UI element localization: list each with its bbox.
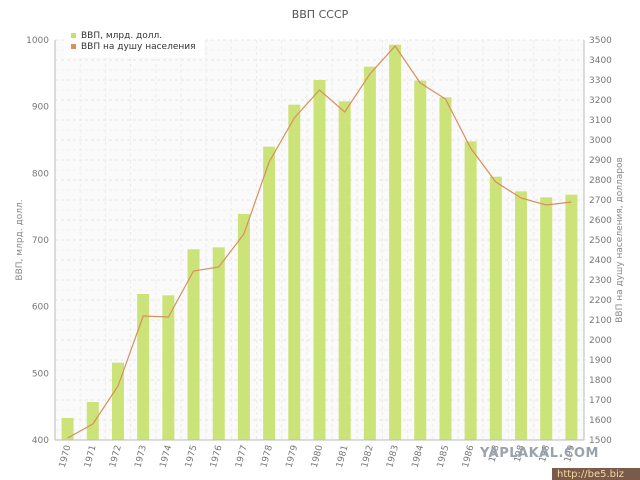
left-tick-label: 700 — [32, 236, 49, 246]
x-tick-label: 1977 — [234, 444, 250, 469]
x-tick-label: 1974 — [159, 444, 175, 469]
bar-1983 — [389, 44, 402, 441]
right-tick-label: 2100 — [589, 316, 612, 326]
line-series — [67, 45, 572, 439]
bar-1974 — [162, 295, 175, 440]
watermark-yaplakal-text: YAPLAKAL.COM — [479, 446, 599, 461]
legend-swatch-gdp-per-capita — [71, 44, 76, 49]
x-tick-label: 1973 — [133, 444, 149, 469]
legend: ВВП, млрд. долл. ВВП на душу населения — [64, 27, 204, 57]
right-tick-label: 2900 — [589, 156, 612, 166]
right-tick-label: 1800 — [589, 376, 612, 386]
watermark-be5: http://be5.biz — [552, 468, 640, 480]
right-tick-label: 1600 — [589, 416, 612, 426]
x-tick-label: 199 — [563, 444, 577, 463]
x-tick-label: 1970 — [58, 444, 74, 469]
left-axis-label: ВВП, млрд. долл. — [15, 199, 25, 280]
watermark-be5-text: http://be5.biz — [557, 469, 624, 480]
bar-1986 — [464, 141, 477, 441]
bar-1984 — [414, 80, 427, 441]
left-tick-label: 500 — [32, 369, 49, 379]
bar-1971 — [86, 402, 99, 440]
right-tick-label: 1900 — [589, 356, 612, 366]
x-tick-label: 1983 — [385, 444, 401, 469]
right-tick-label: 2500 — [589, 236, 612, 246]
right-tick-label: 3200 — [589, 96, 612, 106]
left-tick-label: 900 — [32, 103, 49, 113]
x-tick-label: 1985 — [436, 444, 452, 469]
right-axis-label: ВВП на душу населения, долларов — [615, 157, 625, 323]
x-tick-label: 198 — [488, 444, 502, 463]
right-tick-label: 1700 — [589, 396, 612, 406]
bar-1975 — [187, 249, 200, 440]
per-capita-line — [67, 45, 572, 439]
right-tick-label: 3500 — [589, 36, 612, 46]
right-tick-label: 2300 — [589, 276, 612, 286]
x-tick-label: 1986 — [461, 444, 477, 469]
bar-1988 — [515, 191, 528, 440]
bar-1980 — [313, 80, 326, 440]
x-tick-label: 1972 — [108, 444, 124, 469]
right-tick-label: 3100 — [589, 116, 612, 126]
right-tick-label: 2700 — [589, 196, 612, 206]
x-tick-label: 1971 — [83, 444, 99, 469]
bar-1970 — [61, 418, 74, 440]
bar-1987 — [489, 176, 502, 440]
bar-1972 — [111, 362, 124, 440]
x-tick-label: 1979 — [285, 444, 301, 469]
x-tick-label: 1976 — [209, 444, 225, 469]
bar-1973 — [137, 294, 150, 440]
x-tick-label: 1981 — [335, 444, 351, 469]
left-axis-ticks: 400 500 600 700 800 900 1000 — [26, 36, 49, 446]
left-tick-label: 800 — [32, 169, 49, 179]
bar-1981 — [338, 101, 351, 440]
right-tick-label: 2400 — [589, 256, 612, 266]
x-tick-label: 198 — [513, 444, 527, 463]
right-tick-label: 2200 — [589, 296, 612, 306]
watermark-be5-bg — [552, 468, 640, 480]
axes — [54, 40, 585, 441]
right-tick-label: 2600 — [589, 216, 612, 226]
x-tick-label: 1978 — [259, 444, 275, 469]
right-axis-ticks: 1500 1600 1700 1800 1900 2000 2100 2200 2300 2400… — [589, 36, 612, 446]
legend-label-gdp: ВВП, млрд. долл. — [81, 31, 162, 41]
bar-1985 — [439, 97, 452, 440]
right-tick-label: 3000 — [589, 136, 612, 146]
chart-title: ВВП СССР — [292, 8, 349, 21]
legend-box — [64, 27, 204, 57]
watermark-yaplakal: YAPLAKAL.COM — [479, 446, 599, 461]
bar-1977 — [237, 214, 250, 440]
right-tick-label: 1500 — [589, 436, 612, 446]
legend-swatch-gdp — [71, 33, 76, 38]
left-tick-label: 600 — [32, 303, 49, 313]
bar-1976 — [212, 247, 225, 440]
x-tick-label: 198 — [538, 444, 552, 463]
x-tick-label: 1975 — [184, 444, 200, 469]
legend-label-gdp-per-capita: ВВП на душу населения — [81, 42, 196, 52]
bar-1979 — [288, 104, 301, 441]
x-tick-label: 1980 — [310, 444, 326, 469]
right-tick-label: 2800 — [589, 176, 612, 186]
x-tick-label: 1982 — [360, 444, 376, 469]
left-tick-label: 1000 — [26, 36, 49, 46]
right-tick-label: 3400 — [589, 56, 612, 66]
right-tick-label: 2000 — [589, 336, 612, 346]
x-tick-label: 1984 — [411, 444, 427, 469]
bar-1990 — [565, 194, 578, 440]
bar-1978 — [263, 146, 276, 440]
bar-1982 — [363, 66, 376, 441]
right-tick-label: 3300 — [589, 76, 612, 86]
left-tick-label: 400 — [32, 436, 49, 446]
bar-1989 — [540, 197, 553, 440]
bar-series — [61, 44, 578, 441]
